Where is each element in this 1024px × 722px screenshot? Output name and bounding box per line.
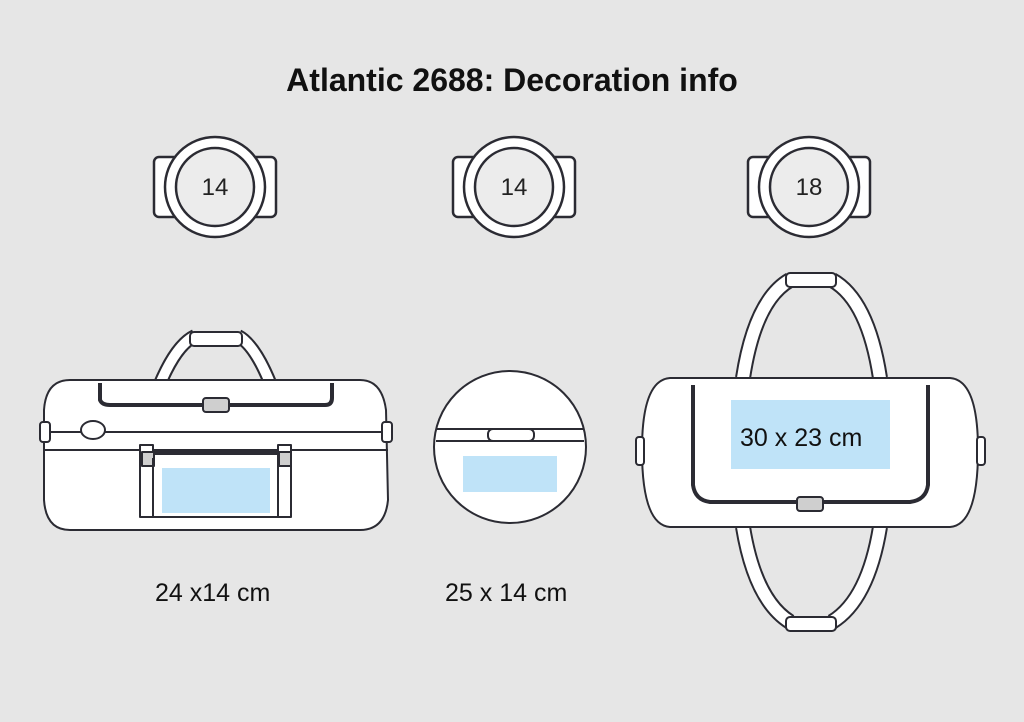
bag-side-view xyxy=(39,329,393,531)
position-code-3: 18 xyxy=(795,174,823,201)
position-badge-2 xyxy=(451,135,577,239)
position-code-2: 14 xyxy=(500,174,528,201)
print-area-side xyxy=(162,468,270,513)
position-code-1: 14 xyxy=(201,174,229,201)
size-label-end: 25 x 14 cm xyxy=(445,579,568,607)
position-badge-1 xyxy=(152,135,278,239)
position-badge-3 xyxy=(746,135,872,239)
size-label-top: 30 x 23 cm xyxy=(740,424,863,452)
print-area-end xyxy=(463,456,557,492)
bag-end-view xyxy=(433,370,587,524)
print-area-top xyxy=(731,400,890,469)
page-title: Atlantic 2688: Decoration info xyxy=(286,62,738,98)
size-label-side: 24 x14 cm xyxy=(155,579,271,607)
